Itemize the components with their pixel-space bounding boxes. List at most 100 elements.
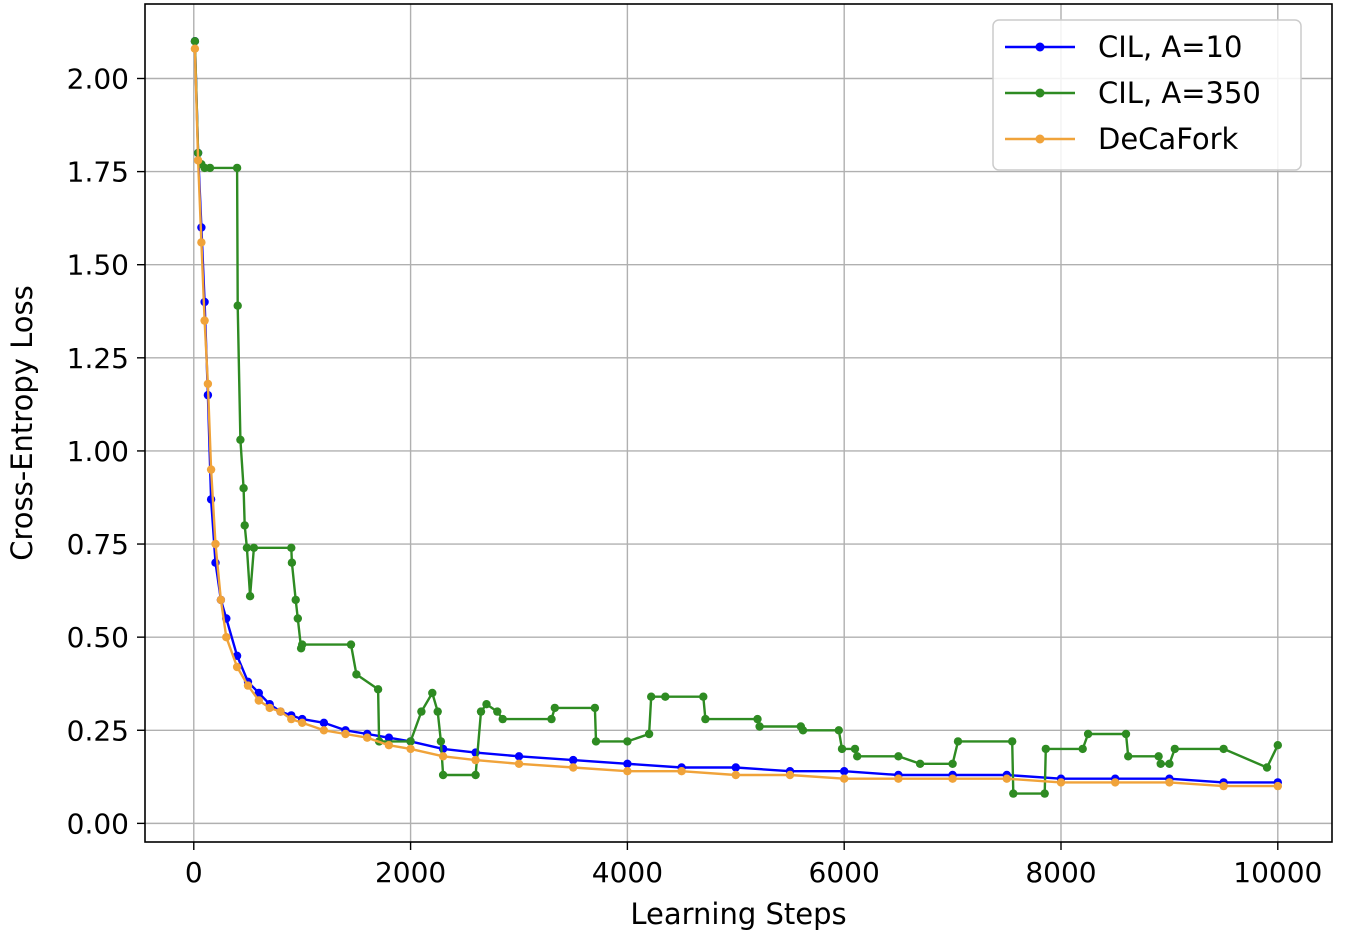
data-point [1040,789,1049,798]
legend-swatch-marker [1035,88,1045,98]
data-point [850,744,860,754]
plot-frame [144,3,1333,843]
x-tick-label: 2000 [375,856,446,889]
data-point [591,737,601,746]
data-point [840,774,849,783]
data-point [265,703,274,713]
data-point [319,718,329,727]
legend-item: CIL, A=350 [1005,76,1261,110]
data-point [948,759,957,768]
legend-label: CIL, A=10 [1098,30,1242,64]
data-point [200,316,209,325]
data-point [623,767,632,776]
x-tick-label: 10000 [1233,856,1322,889]
data-point [569,755,578,765]
data-point [1124,752,1133,761]
data-point [1273,741,1283,750]
legend-label: CIL, A=350 [1098,76,1261,110]
data-point [433,707,442,716]
data-point [242,543,252,552]
data-point [547,714,556,724]
data-point [1078,744,1087,754]
data-point [915,759,925,768]
data-point [1008,737,1017,746]
data-point [498,714,507,724]
data-point [1165,759,1174,768]
data-point [1041,744,1051,754]
data-point [699,692,708,701]
data-point [701,714,710,724]
legend: CIL, A=10 CIL, A=350 DeCaFork [992,19,1302,171]
data-point [837,744,847,754]
data-point [384,733,394,742]
data-point [1056,778,1066,787]
data-point [894,752,903,761]
data-point [436,737,446,746]
data-point [1154,752,1163,761]
data-point [1083,729,1093,739]
x-tick-label: 6000 [809,856,880,889]
data-point [514,759,524,768]
data-point [203,379,213,389]
data-point [471,770,480,780]
data-point [948,774,957,783]
data-point [894,774,903,783]
series-layer [190,37,1283,798]
data-point [298,718,307,727]
data-point [287,558,297,567]
data-point [205,163,215,173]
y-tick-label: 0.75 [67,528,129,561]
data-point [623,737,632,746]
data-point [644,729,654,739]
data-point [190,44,200,53]
data-point [406,744,415,754]
y-tick-label: 0.00 [67,807,129,840]
y-tick-label: 2.00 [67,62,129,95]
data-point [293,614,302,623]
data-point [363,733,372,742]
data-point [785,770,795,780]
data-point [753,714,762,724]
data-point [240,521,249,530]
data-point [731,763,740,772]
data-point [287,543,296,552]
legend-label: DeCaFork [1098,122,1239,156]
data-point [249,543,259,552]
x-tick-label: 8000 [1025,856,1096,889]
data-point [661,692,670,701]
data-point [647,692,656,701]
data-point [243,681,253,690]
data-point [1009,789,1018,798]
data-point [438,770,448,780]
data-point [232,163,242,173]
y-tick-label: 1.75 [67,156,129,189]
data-point [232,662,242,672]
data-point [550,703,559,713]
data-point [1219,781,1228,791]
data-point [476,707,486,716]
legend-item: DeCaFork [1005,122,1239,156]
y-tick-label: 1.50 [67,249,129,282]
data-point [1262,763,1272,772]
legend-item: CIL, A=10 [1005,30,1242,64]
data-point [352,670,361,679]
data-point [341,729,350,739]
data-point [216,595,226,605]
data-point [1111,778,1120,787]
data-point [254,696,263,705]
legend-box [992,19,1302,171]
data-point [840,767,849,776]
data-point [471,755,480,765]
data-point [953,737,963,746]
data-point [1219,744,1228,754]
data-point [222,633,231,642]
series-1 [190,37,1283,798]
data-point [1273,781,1283,791]
data-point [834,726,843,735]
data-point [190,37,200,46]
data-point [428,688,437,698]
data-point [233,301,242,310]
y-tick-label: 0.25 [67,714,129,747]
data-point [417,707,426,716]
